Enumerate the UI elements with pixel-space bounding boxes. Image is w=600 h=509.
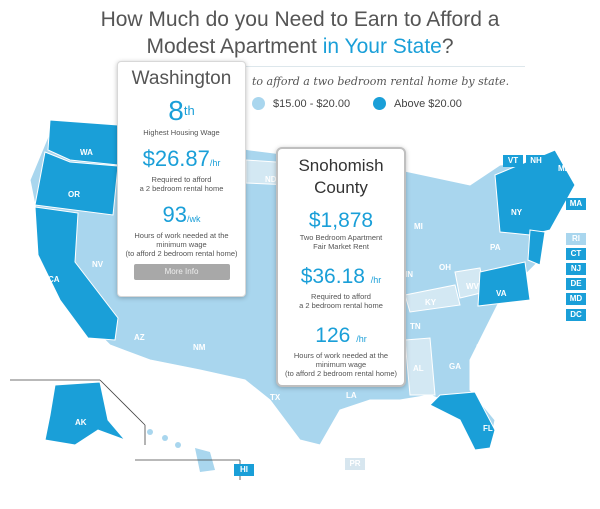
state-name: Washington <box>131 68 232 89</box>
rank-label: Highest Housing Wage <box>143 128 220 137</box>
county-hours-label-line-2: minimum wage <box>315 360 367 369</box>
county-hours-unit: /hr <box>356 334 367 344</box>
state-label-or[interactable]: OR <box>68 190 80 199</box>
state-label-in[interactable]: IN <box>405 270 413 279</box>
county-hours-label-line-3: (to afford 2 bedroom rental home) <box>284 369 397 378</box>
wage-label-line-2: a 2 bedroom rental home <box>139 184 224 193</box>
state-label-tn[interactable]: TN <box>410 322 421 331</box>
state-tag-pr[interactable]: PR <box>345 458 365 470</box>
state-label-mi[interactable]: MI <box>414 222 423 231</box>
county-name-line-1: Snohomish <box>298 156 384 175</box>
state-tag-hi[interactable]: HI <box>234 464 254 476</box>
county-wage-label-line-1: Required to afford <box>311 292 371 301</box>
hours-needed: 93/wk <box>118 203 245 231</box>
state-shape-va <box>477 261 531 307</box>
county-wage-label-line-2: a 2 bedroom rental home <box>299 301 383 310</box>
title-line-1: How Much do you Need to Earn to Afford a <box>100 8 500 31</box>
county-wage-unit: /hr <box>370 275 382 285</box>
state-label-nc[interactable]: NC <box>492 316 504 325</box>
state-tag-nj[interactable]: NJ <box>566 263 586 275</box>
state-label-nm[interactable]: NM <box>193 343 206 352</box>
state-label-ny[interactable]: NY <box>511 208 523 217</box>
hours-label-line-3: (to afford 2 bedroom rental home) <box>125 249 238 258</box>
housing-wage-rank: 8th <box>118 96 245 126</box>
state-label-nv[interactable]: NV <box>92 260 104 269</box>
legend-item-mid: $15.00 - $20.00 <box>252 97 350 110</box>
county-hours-needed: 126 /hr <box>278 324 404 351</box>
state-label-ky[interactable]: KY <box>425 298 437 307</box>
rank-suffix: th <box>183 103 195 118</box>
state-info-card: Washington 8th Highest Housing Wage $26.… <box>117 61 246 297</box>
state-tag-nh[interactable]: NH <box>526 155 546 167</box>
state-label-pa[interactable]: PA <box>490 243 501 252</box>
county-info-card: Snohomish County $1,878 Two Bedroom Apar… <box>276 147 406 387</box>
state-shape-fl <box>429 391 496 451</box>
housing-wage: $26.87/hr <box>118 147 245 175</box>
title-line-2-suffix: ? <box>441 35 454 58</box>
legend-label-mid: $15.00 - $20.00 <box>273 97 351 110</box>
rent-label-line-2: Fair Market Rent <box>313 242 369 251</box>
legend-item-high: Above $20.00 <box>373 97 462 110</box>
county-wage-value: $36.18 <box>300 265 365 288</box>
hours-unit: /wk <box>186 214 201 224</box>
state-shape-hi <box>147 429 215 472</box>
legend-swatch-mid <box>252 97 265 110</box>
state-shape-nj <box>527 229 546 266</box>
state-shape-al <box>404 337 436 396</box>
legend-label-high: Above $20.00 <box>394 97 462 110</box>
more-info-button[interactable]: More Info <box>133 264 230 280</box>
hours-value: 93 <box>162 202 187 227</box>
legend-swatch-high <box>373 97 386 110</box>
county-hours-label-line-1: Hours of work needed at the <box>293 351 389 360</box>
county-name-line-2: County <box>314 178 368 197</box>
state-label-tx[interactable]: TX <box>270 393 281 402</box>
state-label-la[interactable]: LA <box>346 391 357 400</box>
title-line-2-accent: in Your State <box>322 35 442 58</box>
map-subtitle: to afford a two bedroom rental home by s… <box>252 75 510 88</box>
state-shape-wa <box>47 119 119 166</box>
state-shape-northeast <box>494 149 576 236</box>
inset-frame-line <box>99 379 146 426</box>
state-tag-de[interactable]: DE <box>566 278 586 290</box>
state-label-ak[interactable]: AK <box>75 418 87 427</box>
title-divider <box>240 66 525 67</box>
state-shape-ak <box>44 381 127 446</box>
hours-label-line-2: minimum wage <box>156 240 207 249</box>
state-label-wa[interactable]: WA <box>80 148 93 157</box>
state-tag-ct[interactable]: CT <box>566 248 586 260</box>
fair-market-rent: $1,878 <box>308 209 374 232</box>
state-tag-vt[interactable]: VT <box>503 155 523 167</box>
county-hours-value: 126 <box>315 324 351 347</box>
state-label-fl[interactable]: FL <box>483 424 493 433</box>
state-label-ga[interactable]: GA <box>449 362 461 371</box>
state-tag-md[interactable]: MD <box>566 293 586 305</box>
page-title: How Much do you Need to Earn to Afford a… <box>0 6 600 60</box>
state-shape-ky <box>404 284 461 313</box>
state-label-sc[interactable]: SC <box>476 343 488 352</box>
state-label-nd[interactable]: ND <box>265 175 277 184</box>
wage-label-line-1: Required to afford <box>151 175 212 184</box>
county-housing-wage: $36.18 /hr <box>278 265 404 292</box>
state-label-oh[interactable]: OH <box>439 263 451 272</box>
state-tag-ri[interactable]: RI <box>566 233 586 245</box>
housing-wage-value: $26.87 <box>142 146 210 171</box>
state-shape-or <box>34 151 119 216</box>
state-label-az[interactable]: AZ <box>134 333 145 342</box>
state-label-va[interactable]: VA <box>496 289 507 298</box>
state-tag-ma[interactable]: MA <box>566 198 586 210</box>
state-label-me[interactable]: ME <box>558 164 570 173</box>
state-shape-ca <box>34 206 119 341</box>
hours-label-line-1: Hours of work needed at the <box>134 231 229 240</box>
state-label-al[interactable]: AL <box>413 364 424 373</box>
state-tag-dc[interactable]: DC <box>566 309 586 321</box>
rent-label-line-1: Two Bedroom Apartment <box>299 233 383 242</box>
state-label-ca[interactable]: CA <box>48 275 60 284</box>
state-label-wv[interactable]: WV <box>466 282 479 291</box>
rank-number: 8 <box>168 95 184 126</box>
housing-wage-unit: /hr <box>209 158 221 168</box>
title-line-2: Modest Apartment in Your State? <box>0 33 600 60</box>
title-line-2-prefix: Modest Apartment <box>146 35 323 58</box>
